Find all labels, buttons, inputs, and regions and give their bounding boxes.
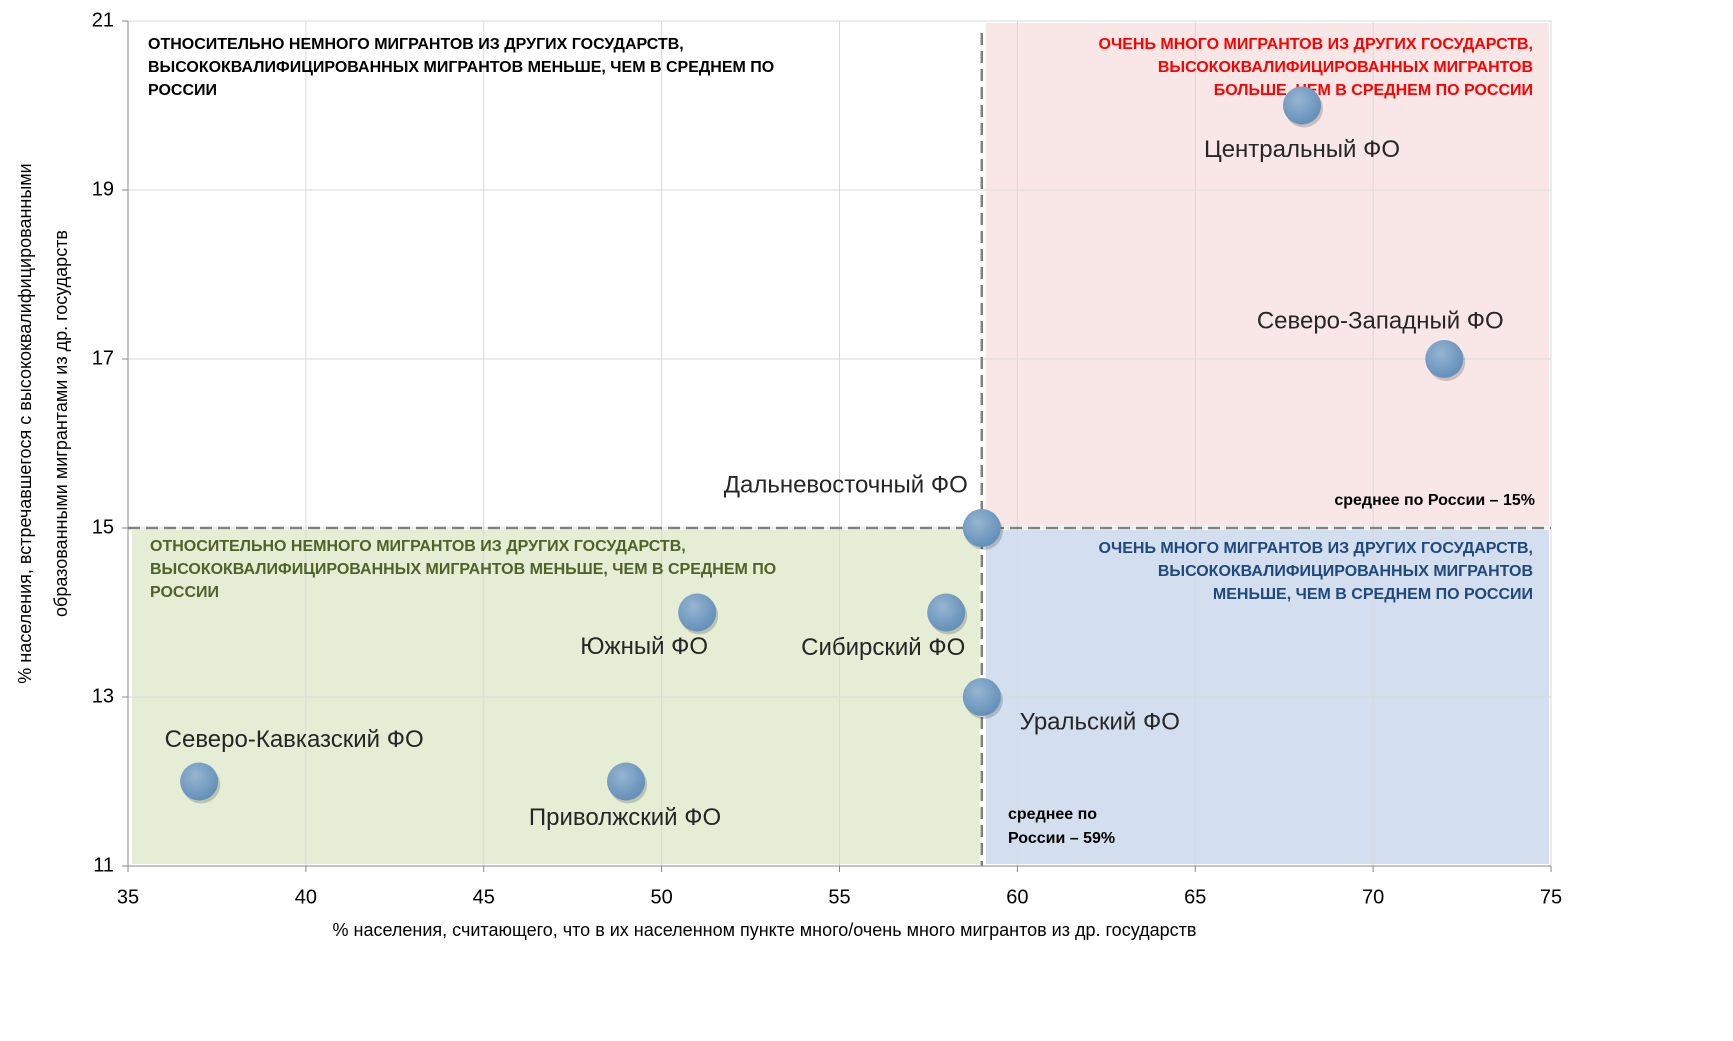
y-tick-label: 11 xyxy=(93,854,114,876)
point-highlight xyxy=(180,762,219,801)
quadrant-label: ВЫСОКОКВАЛИФИЦИРОВАННЫХ МИГРАНТОВ МЕНЬШЕ… xyxy=(148,59,774,76)
y-tick-label: 17 xyxy=(92,347,114,369)
x-tick-label: 60 xyxy=(1006,886,1028,908)
x-tick-label: 55 xyxy=(828,886,850,908)
x-tick-label: 75 xyxy=(1540,886,1562,908)
quadrant-label: ОТНОСИТЕЛЬНО НЕМНОГО МИГРАНТОВ ИЗ ДРУГИХ… xyxy=(148,36,684,53)
point-label: Уральский ФО xyxy=(1020,708,1180,735)
reference-label: среднее по xyxy=(1008,806,1097,823)
point-label: Сибирский ФО xyxy=(801,634,965,661)
point-highlight xyxy=(607,762,646,801)
point-highlight xyxy=(1282,86,1321,125)
quadrant-label: ВЫСОКОКВАЛИФИЦИРОВАННЫХ МИГРАНТОВ МЕНЬШЕ… xyxy=(150,561,776,578)
quadrant-label: МЕНЬШЕ, ЧЕМ В СРЕДНЕМ ПО РОССИИ xyxy=(1213,586,1533,603)
point-highlight xyxy=(927,593,966,632)
point-label: Дальневосточный ФО xyxy=(724,471,968,498)
y-axis-title: % населения, встречавшегося с высококвал… xyxy=(15,163,35,683)
x-tick-label: 40 xyxy=(295,886,317,908)
point-highlight xyxy=(962,678,1001,716)
y-tick-label: 19 xyxy=(92,178,114,200)
quadrant-label: РОССИИ xyxy=(148,82,217,99)
quadrant-fill xyxy=(985,23,1549,526)
reference-label: среднее по России – 15% xyxy=(1334,492,1535,509)
y-tick-label: 13 xyxy=(92,685,114,707)
quadrant-label: БОЛЬШЕ, ЧЕМ В СРЕДНЕМ ПО РОССИИ xyxy=(1214,82,1533,99)
point-label: Южный ФО xyxy=(580,633,708,660)
x-tick-label: 65 xyxy=(1184,886,1206,908)
quadrant-label: ОЧЕНЬ МНОГО МИГРАНТОВ ИЗ ДРУГИХ ГОСУДАРС… xyxy=(1099,36,1533,53)
y-axis-title: образованными мигрантами из др. государс… xyxy=(51,230,71,617)
point-highlight xyxy=(962,509,1001,547)
x-tick-label: 70 xyxy=(1362,886,1384,908)
quadrant-label: ВЫСОКОКВАЛИФИЦИРОВАННЫХ МИГРАНТОВ xyxy=(1158,59,1533,76)
quadrant-label: ВЫСОКОКВАЛИФИЦИРОВАННЫХ МИГРАНТОВ xyxy=(1158,563,1533,580)
y-tick-label: 21 xyxy=(92,9,114,31)
x-tick-label: 35 xyxy=(117,886,139,908)
point-label: Приволжский ФО xyxy=(529,804,721,831)
point-label: Северо-Западный ФО xyxy=(1257,307,1504,334)
x-tick-label: 45 xyxy=(473,886,495,908)
x-tick-label: 50 xyxy=(651,886,673,908)
reference-label: России – 59% xyxy=(1008,830,1115,847)
y-tick-label: 15 xyxy=(92,516,114,538)
quadrant-label: РОССИИ xyxy=(150,584,219,601)
point-highlight xyxy=(678,593,717,632)
point-label: Северо-Кавказский ФО xyxy=(165,726,424,753)
quadrant-label: ОТНОСИТЕЛЬНО НЕМНОГО МИГРАНТОВ ИЗ ДРУГИХ… xyxy=(150,538,686,555)
point-highlight xyxy=(1425,340,1464,378)
point-label: Центральный ФО xyxy=(1204,136,1400,163)
quadrant-label: ОЧЕНЬ МНОГО МИГРАНТОВ ИЗ ДРУГИХ ГОСУДАРС… xyxy=(1099,540,1533,557)
x-axis-title: % населения, считающего, что в их населе… xyxy=(333,920,1197,940)
